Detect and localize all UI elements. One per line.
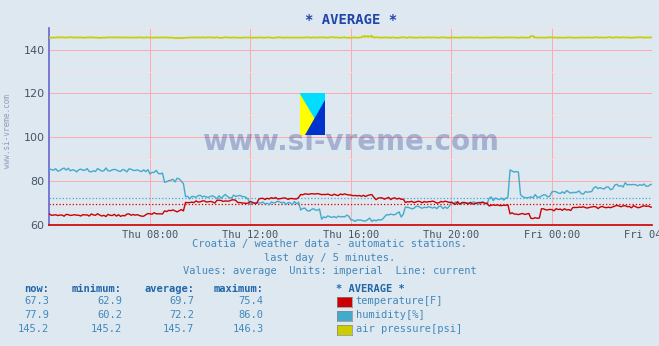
Title: * AVERAGE *: * AVERAGE * <box>305 12 397 27</box>
Text: 146.3: 146.3 <box>233 324 264 334</box>
Text: average:: average: <box>144 284 194 294</box>
Text: 72.2: 72.2 <box>169 310 194 320</box>
Text: 145.7: 145.7 <box>163 324 194 334</box>
Text: maximum:: maximum: <box>214 284 264 294</box>
Text: 145.2: 145.2 <box>91 324 122 334</box>
Text: 69.7: 69.7 <box>169 296 194 306</box>
Text: humidity[%]: humidity[%] <box>356 310 424 320</box>
Polygon shape <box>300 93 325 135</box>
Text: air pressure[psi]: air pressure[psi] <box>356 324 462 334</box>
Text: temperature[F]: temperature[F] <box>356 296 444 306</box>
Text: 75.4: 75.4 <box>239 296 264 306</box>
Polygon shape <box>305 100 325 135</box>
Text: * AVERAGE *: * AVERAGE * <box>336 284 405 294</box>
Text: Values: average  Units: imperial  Line: current: Values: average Units: imperial Line: cu… <box>183 266 476 276</box>
Polygon shape <box>300 93 325 135</box>
Text: now:: now: <box>24 284 49 294</box>
Text: 62.9: 62.9 <box>97 296 122 306</box>
Text: 67.3: 67.3 <box>24 296 49 306</box>
Text: 86.0: 86.0 <box>239 310 264 320</box>
Text: minimum:: minimum: <box>72 284 122 294</box>
Text: 145.2: 145.2 <box>18 324 49 334</box>
Text: www.si-vreme.com: www.si-vreme.com <box>202 128 500 156</box>
Text: 77.9: 77.9 <box>24 310 49 320</box>
Text: www.si-vreme.com: www.si-vreme.com <box>3 94 13 169</box>
Text: 60.2: 60.2 <box>97 310 122 320</box>
Text: Croatia / weather data - automatic stations.: Croatia / weather data - automatic stati… <box>192 239 467 249</box>
Text: last day / 5 minutes.: last day / 5 minutes. <box>264 253 395 263</box>
